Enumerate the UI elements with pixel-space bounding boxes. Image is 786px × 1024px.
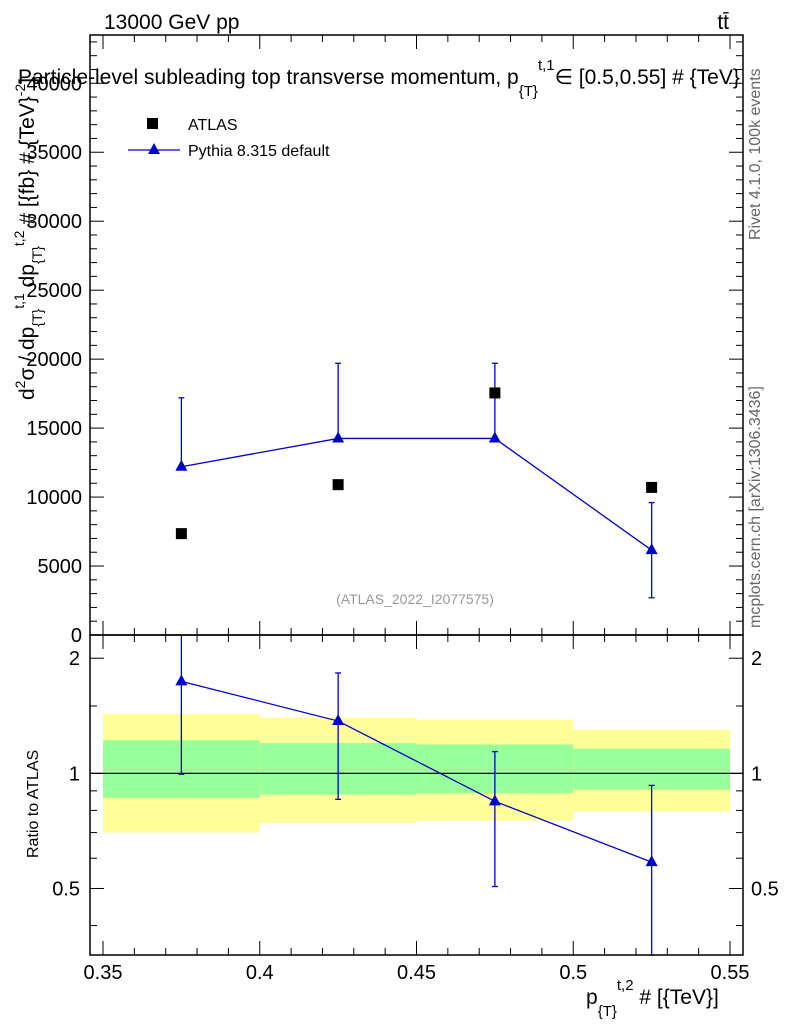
main-panel: 0 5000 10000 15000 20000 25000 30000 35000 40000 [26,34,744,647]
ratio-ytick-label-right: 2 [751,648,762,670]
mc-point [645,543,658,555]
ratio-ytick-label-right: 0.5 [751,878,779,900]
legend-mc-label: Pythia 8.315 default [188,143,330,160]
ratio-xtick-label: 0.45 [397,962,436,984]
analysis-watermark: (ATLAS_2022_I2077575) [336,591,494,607]
legend: ATLAS Pythia 8.315 default [128,117,330,160]
ratio-ytick-label: 1 [69,763,80,785]
ratio-ylabel: Ratio to ATLAS [25,750,42,858]
ratio-frame [89,634,744,956]
atlas-point [175,528,187,540]
mc-line [181,437,653,551]
ratio-xtick-label: 0.4 [246,962,274,984]
ratio-panel: 0.5 0.5 1 1 2 2 0.35 0.4 0.45 0.5 0.55 [52,634,779,984]
process-label: tt̄ [717,11,729,34]
mcplots-label: mcplots.cern.ch [arXiv:1306.3436] [747,386,764,628]
rivet-label: Rivet 4.1.0, 100k events [747,68,764,240]
ratio-ytick-label: 0.5 [52,878,80,900]
main-ytick-label: 40000 [26,73,82,95]
ratio-mc-point [175,674,188,686]
ratio-ytick-label-right: 1 [751,763,762,785]
main-ytick-label: 35000 [26,142,82,164]
ratio-mc-point [332,714,345,726]
legend-atlas-label: ATLAS [188,117,238,134]
main-ytick-label: 25000 [26,280,82,302]
atlas-point [489,387,501,399]
main-ytick-label: 10000 [26,487,82,509]
mc-point [332,431,345,443]
main-ytick-label: 0 [71,625,82,647]
uncertainty-band-inner [573,748,730,790]
main-ytick-label: 20000 [26,349,82,371]
atlas-point [332,479,344,491]
ratio-xtick-label: 0.5 [559,962,587,984]
energy-label: 13000 GeV pp [104,11,239,34]
ratio-xtick-label: 0.35 [84,962,123,984]
main-ytick-label: 5000 [38,556,83,578]
main-ytick-label: 15000 [26,418,82,440]
ratio-mc-point [488,794,501,806]
ratio-xtick-label: 0.55 [711,962,750,984]
mc-point [488,431,501,443]
ratio-mc-line [181,680,652,863]
main-ytick-label: 30000 [26,211,82,233]
legend-mc-marker [148,143,160,154]
legend-atlas-marker [147,118,158,129]
ratio-ytick-label: 2 [69,648,80,670]
ratio-mc-point [645,855,658,867]
plot-title: Particle-level subleading top transverse… [18,57,740,100]
mc-point [175,459,188,471]
atlas-point [646,481,658,493]
ratio-xlabel: p{T}t,2 # [{TeV}] [586,977,719,1020]
